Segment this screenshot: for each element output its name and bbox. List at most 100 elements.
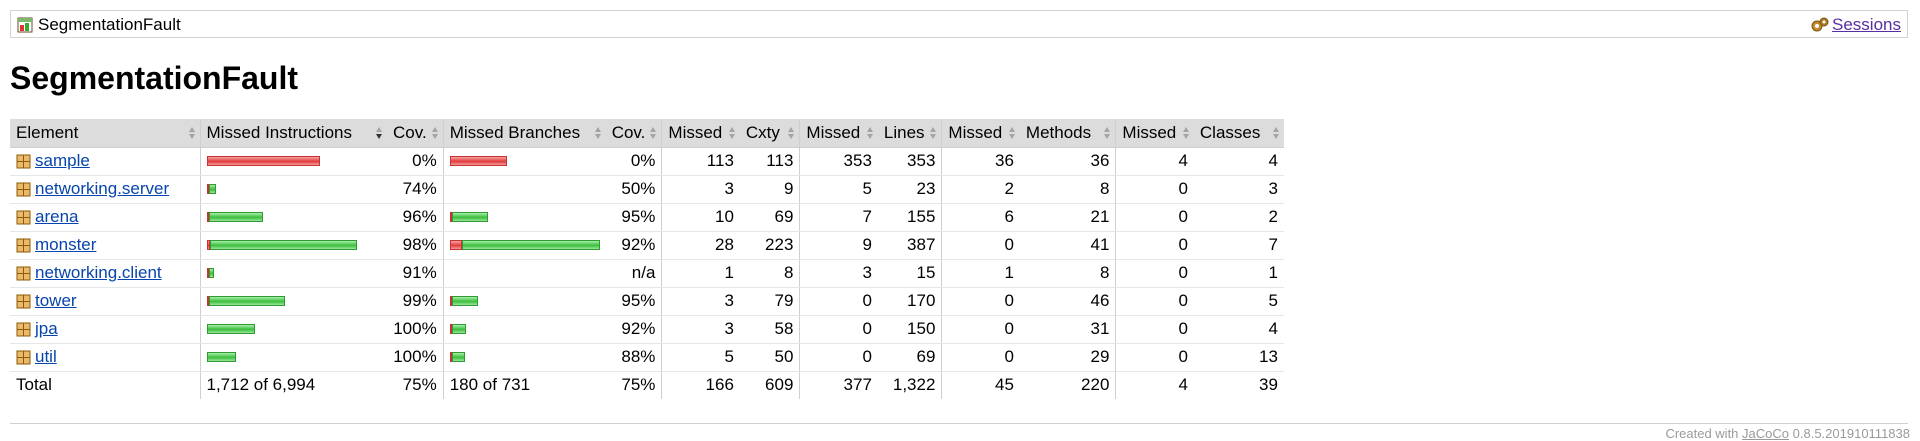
br-cov: 92% bbox=[605, 231, 662, 260]
instr-bar-cell bbox=[199, 175, 387, 204]
package-link[interactable]: sample bbox=[35, 151, 90, 170]
covered-bar bbox=[451, 296, 478, 306]
instr-bar-cell bbox=[199, 287, 387, 316]
lines: 15 bbox=[877, 259, 942, 288]
methods: 46 bbox=[1019, 287, 1116, 316]
package-link[interactable]: arena bbox=[35, 207, 79, 226]
col-classes[interactable]: Classes bbox=[1193, 119, 1284, 148]
coverage-bar bbox=[206, 267, 382, 279]
total-label: Total bbox=[10, 370, 200, 399]
element-cell: tower bbox=[10, 287, 200, 316]
covered-bar bbox=[451, 352, 465, 362]
package-icon bbox=[16, 322, 31, 336]
package-link[interactable]: monster bbox=[35, 235, 97, 254]
sort-icon bbox=[866, 127, 874, 139]
coverage-bar bbox=[206, 295, 382, 307]
package-link[interactable]: networking.server bbox=[35, 179, 170, 198]
package-link[interactable]: networking.client bbox=[35, 263, 162, 282]
col-instr-cov[interactable]: Cov. bbox=[387, 119, 444, 148]
lines-missed: 5 bbox=[799, 175, 878, 204]
col-lines[interactable]: Lines bbox=[877, 119, 942, 148]
coverage-bar bbox=[206, 351, 382, 363]
cxty-missed: 3 bbox=[661, 287, 740, 316]
coverage-bar bbox=[206, 239, 382, 251]
col-missed-instructions[interactable]: Missed Instructions bbox=[199, 119, 387, 148]
breadcrumb-sessions: Sessions bbox=[1811, 15, 1901, 35]
classes-missed: 0 bbox=[1115, 259, 1194, 288]
col-methods[interactable]: Methods bbox=[1019, 119, 1116, 148]
branch-bar-cell bbox=[442, 175, 606, 204]
col-lines-missed[interactable]: Missed bbox=[799, 119, 878, 148]
instr-bar-cell bbox=[199, 231, 387, 260]
sort-icon bbox=[1008, 127, 1016, 139]
total-methods: 220 bbox=[1019, 370, 1116, 399]
total-lines-missed: 377 bbox=[799, 370, 878, 399]
lines: 23 bbox=[877, 175, 942, 204]
total-instr-cov: 75% bbox=[387, 370, 444, 399]
col-classes-missed[interactable]: Missed bbox=[1115, 119, 1194, 148]
cxty-missed: 5 bbox=[661, 343, 740, 372]
element-wrap: networking.server bbox=[16, 179, 194, 199]
cxty: 223 bbox=[739, 231, 800, 260]
instr-cov: 91% bbox=[387, 259, 444, 288]
cxty: 79 bbox=[739, 287, 800, 316]
jacoco-link[interactable]: JaCoCo bbox=[1742, 426, 1790, 441]
element-wrap: sample bbox=[16, 151, 194, 171]
branch-bar-cell bbox=[442, 343, 606, 372]
lines: 69 bbox=[877, 343, 942, 372]
lines: 387 bbox=[877, 231, 942, 260]
coverage-bar bbox=[206, 323, 382, 335]
lines: 353 bbox=[877, 147, 942, 176]
instr-bar-cell bbox=[199, 259, 387, 288]
covered-bar bbox=[208, 184, 216, 194]
instr-bar-cell bbox=[199, 343, 387, 372]
missed-bar bbox=[449, 296, 452, 306]
col-cxty-missed[interactable]: Missed bbox=[661, 119, 740, 148]
footer-version: 0.8.5.201910111838 bbox=[1792, 426, 1910, 441]
instr-bar-cell bbox=[199, 147, 387, 176]
cxty: 69 bbox=[739, 203, 800, 232]
methods-missed: 0 bbox=[941, 231, 1020, 260]
coverage-bar bbox=[449, 155, 600, 167]
col-missed-branches[interactable]: Missed Branches bbox=[442, 119, 606, 148]
coverage-bar bbox=[450, 267, 600, 279]
package-link[interactable]: tower bbox=[35, 291, 77, 310]
sort-icon bbox=[930, 127, 937, 139]
col-br-cov[interactable]: Cov. bbox=[605, 119, 662, 148]
sessions-icon bbox=[1811, 17, 1829, 32]
cxty: 8 bbox=[739, 259, 800, 288]
col-element[interactable]: Element bbox=[10, 119, 200, 148]
package-link[interactable]: jpa bbox=[35, 319, 58, 338]
coverage-table: Element Missed Instructions Cov. Missed … bbox=[10, 119, 1284, 399]
lines-missed: 353 bbox=[799, 147, 878, 176]
sort-icon bbox=[594, 127, 602, 139]
package-icon bbox=[16, 182, 31, 196]
total-cxty-missed: 166 bbox=[661, 370, 740, 399]
page-title: SegmentationFault bbox=[10, 60, 299, 96]
coverage-bar bbox=[449, 295, 600, 307]
methods-missed: 36 bbox=[941, 147, 1020, 176]
sort-icon bbox=[1104, 127, 1111, 139]
col-cxty[interactable]: Cxty bbox=[739, 119, 800, 148]
lines-missed: 0 bbox=[799, 287, 878, 316]
package-link[interactable]: util bbox=[35, 347, 57, 366]
br-cov: 88% bbox=[605, 343, 662, 372]
package-icon bbox=[16, 294, 31, 308]
sessions-link[interactable]: Sessions bbox=[1832, 15, 1901, 34]
col-methods-missed[interactable]: Missed bbox=[941, 119, 1020, 148]
coverage-bar bbox=[449, 211, 600, 223]
total-br-cov: 75% bbox=[605, 370, 662, 399]
sort-icon bbox=[188, 127, 196, 139]
table-row: networking.client 91% n/a 1 8 3 15 1 8 0 1 bbox=[10, 259, 1284, 288]
classes: 1 bbox=[1193, 259, 1284, 288]
classes: 5 bbox=[1193, 287, 1284, 316]
missed-bar bbox=[206, 156, 320, 166]
covered-bar bbox=[209, 240, 357, 250]
br-cov: n/a bbox=[605, 259, 662, 288]
element-cell: sample bbox=[10, 147, 200, 176]
covered-bar bbox=[451, 212, 488, 222]
table-row: sample 0% 0% 113 113 353 353 36 36 4 4 bbox=[10, 147, 1284, 176]
total-instructions: 1,712 of 6,994 bbox=[199, 370, 387, 399]
missed-bar bbox=[449, 156, 507, 166]
coverage-bar bbox=[206, 211, 382, 223]
